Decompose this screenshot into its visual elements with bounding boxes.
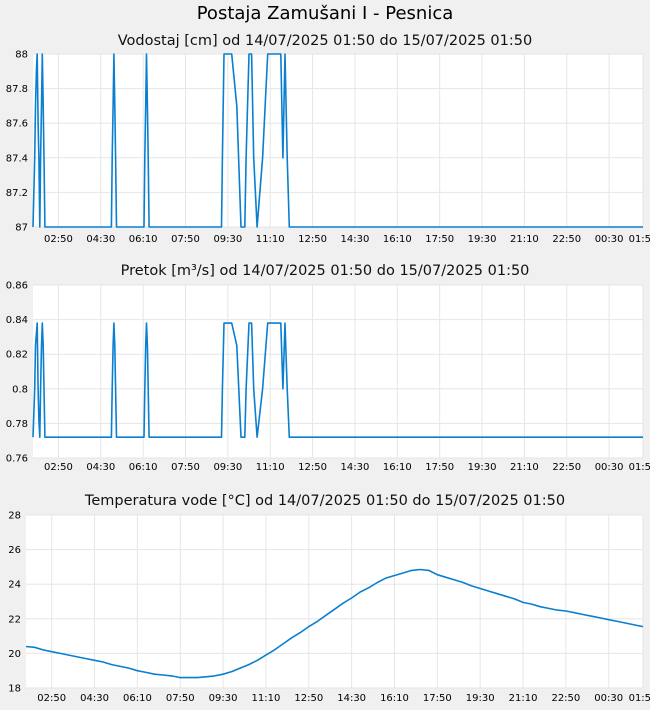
y-tick-label: 20 [8, 649, 21, 660]
x-tick-label: 07:50 [166, 693, 195, 704]
x-tick-label: 01:50 [629, 234, 650, 245]
x-tick-label: 09:30 [213, 462, 242, 473]
page-title: Postaja Zamušani I - Pesnica [196, 3, 454, 24]
x-tick-label: 19:30 [468, 234, 497, 245]
x-tick-label: 06:10 [123, 693, 152, 704]
x-tick-label: 04:30 [86, 234, 115, 245]
x-tick-label: 22:50 [552, 234, 581, 245]
y-tick-label: 0.78 [6, 419, 28, 430]
y-tick-label: 87.4 [6, 153, 28, 164]
y-tick-label: 18 [8, 684, 21, 695]
x-tick-label: 01:50 [629, 462, 650, 473]
series-line [25, 568, 644, 679]
chart-title: Vodostaj [cm] od 14/07/2025 01:50 do 15/… [118, 33, 532, 49]
y-tick-label: 87.2 [6, 188, 28, 199]
x-tick-label: 02:50 [37, 693, 66, 704]
y-tick-label: 24 [8, 580, 21, 591]
x-tick-label: 01:50 [629, 693, 650, 704]
x-tick-label: 12:50 [294, 693, 323, 704]
series-line [32, 322, 643, 439]
plot-area [33, 54, 643, 227]
x-tick-label: 16:10 [380, 693, 409, 704]
x-tick-label: 04:30 [86, 462, 115, 473]
x-tick-label: 21:10 [510, 462, 539, 473]
x-tick-label: 11:10 [256, 234, 285, 245]
series-line [32, 53, 643, 228]
x-tick-label: 04:30 [80, 693, 109, 704]
y-tick-label: 87.8 [6, 84, 28, 95]
y-tick-label: 22 [8, 614, 21, 625]
x-tick-label: 06:10 [129, 462, 158, 473]
x-tick-label: 07:50 [171, 234, 200, 245]
x-tick-label: 00:30 [595, 462, 624, 473]
x-tick-label: 11:10 [252, 693, 281, 704]
chart-title: Temperatura vode [°C] od 14/07/2025 01:5… [84, 493, 565, 509]
y-tick-label: 0.76 [6, 454, 28, 465]
x-tick-label: 14:30 [337, 693, 366, 704]
x-tick-label: 00:30 [594, 693, 623, 704]
x-tick-label: 12:50 [298, 462, 327, 473]
x-tick-label: 02:50 [44, 234, 73, 245]
y-tick-label: 0.82 [6, 350, 28, 361]
y-tick-label: 87.6 [6, 119, 28, 130]
y-tick-label: 0.8 [12, 384, 28, 395]
x-tick-label: 19:30 [466, 693, 495, 704]
x-tick-label: 09:30 [213, 234, 242, 245]
x-tick-label: 21:10 [509, 693, 538, 704]
x-tick-label: 14:30 [341, 462, 370, 473]
y-tick-label: 87 [15, 223, 28, 234]
x-tick-label: 12:50 [298, 234, 327, 245]
chart-title: Pretok [m³/s] od 14/07/2025 01:50 do 15/… [121, 263, 530, 279]
x-tick-label: 09:30 [209, 693, 238, 704]
x-tick-label: 17:50 [425, 462, 454, 473]
y-tick-label: 28 [8, 511, 21, 522]
x-tick-label: 02:50 [44, 462, 73, 473]
x-tick-label: 22:50 [552, 462, 581, 473]
y-tick-label: 88 [15, 50, 28, 61]
x-tick-label: 06:10 [129, 234, 158, 245]
x-tick-label: 00:30 [595, 234, 624, 245]
plot-area [26, 515, 643, 688]
y-tick-label: 26 [8, 545, 21, 556]
y-tick-label: 0.84 [6, 315, 28, 326]
x-tick-label: 17:50 [425, 234, 454, 245]
x-tick-label: 07:50 [171, 462, 200, 473]
x-tick-label: 14:30 [341, 234, 370, 245]
plot-area [33, 285, 643, 458]
x-tick-label: 22:50 [551, 693, 580, 704]
x-tick-label: 17:50 [423, 693, 452, 704]
y-tick-label: 0.86 [6, 281, 28, 292]
x-tick-label: 16:10 [383, 234, 412, 245]
x-tick-label: 19:30 [468, 462, 497, 473]
x-tick-label: 11:10 [256, 462, 285, 473]
x-tick-label: 21:10 [510, 234, 539, 245]
x-tick-label: 16:10 [383, 462, 412, 473]
